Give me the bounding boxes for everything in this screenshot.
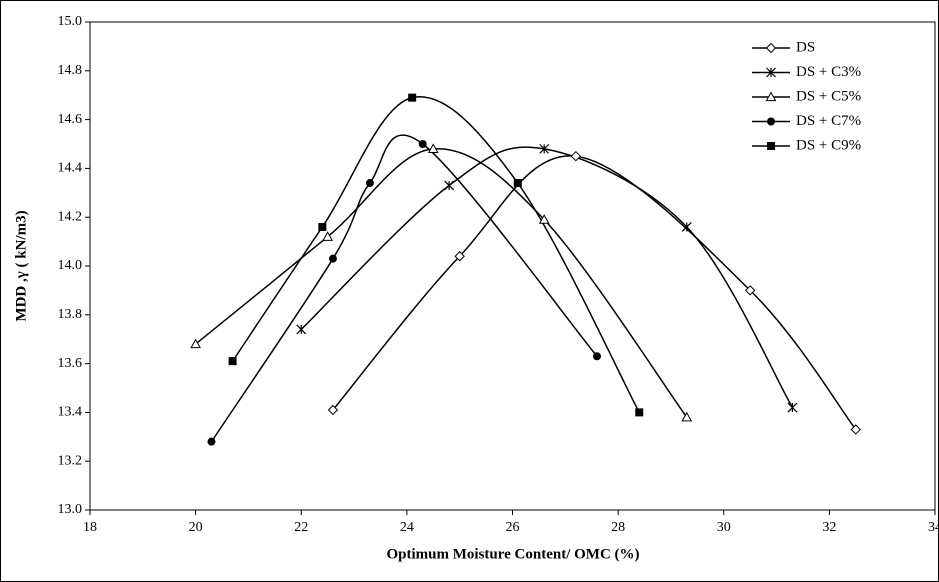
marker (365, 179, 374, 188)
marker (296, 324, 307, 335)
legend-marker (766, 67, 776, 78)
y-tick-label: 13.6 (58, 356, 83, 371)
y-tick-label: 14.8 (58, 63, 83, 78)
marker (570, 150, 582, 162)
marker (681, 411, 693, 422)
y-tick-label: 14.4 (58, 161, 83, 176)
marker (513, 179, 522, 188)
marker (635, 408, 644, 417)
x-tick-label: 30 (717, 520, 731, 535)
marker (418, 140, 427, 148)
marker (444, 180, 455, 191)
x-tick-label: 20 (189, 520, 203, 535)
marker (681, 222, 692, 232)
marker (408, 93, 417, 102)
legend-label: DS + C5% (796, 88, 861, 104)
marker (850, 424, 861, 435)
marker (318, 222, 327, 231)
marker (427, 143, 439, 153)
series-line (210, 134, 598, 443)
y-tick-label: 15.0 (58, 14, 83, 29)
x-tick-label: 32 (822, 520, 836, 535)
legend-marker (765, 42, 777, 54)
y-axis-title: MDD ,γ ( kN/m3) (13, 210, 29, 321)
legend-marker (765, 91, 777, 102)
marker (539, 143, 550, 154)
marker (454, 251, 465, 262)
marker (744, 285, 756, 296)
x-tick-label: 18 (83, 520, 97, 535)
marker (228, 357, 237, 366)
series-line (300, 146, 794, 408)
y-tick-label: 13.0 (58, 502, 83, 517)
y-tick-label: 13.2 (58, 453, 83, 468)
y-tick-label: 14.0 (58, 258, 83, 273)
legend-label: DS + C9% (796, 137, 861, 153)
y-tick-label: 14.2 (58, 209, 83, 224)
x-axis-title: Optimum Moisture Content/ OMC (%) (386, 546, 639, 562)
marker (207, 437, 216, 446)
series-line (195, 148, 688, 418)
y-tick-label: 14.6 (58, 112, 83, 127)
series-line (332, 155, 857, 430)
x-tick-label: 26 (506, 520, 520, 535)
y-tick-label: 13.8 (58, 307, 83, 322)
y-tick-label: 13.4 (58, 405, 83, 420)
marker (787, 402, 798, 413)
x-tick-label: 24 (400, 520, 414, 535)
legend-label: DS + C3% (796, 64, 861, 80)
legend-label: DS (796, 39, 815, 55)
legend-label: DS + C7% (796, 113, 861, 129)
marker (190, 338, 201, 349)
x-tick-label: 22 (294, 520, 308, 535)
legend-marker (767, 117, 775, 126)
legend-marker (767, 142, 775, 150)
marker (328, 254, 337, 263)
x-tick-label: 34 (928, 520, 939, 535)
marker (322, 231, 334, 241)
marker (593, 352, 601, 361)
x-tick-label: 28 (611, 520, 625, 535)
marker (538, 214, 550, 224)
series-line (231, 96, 640, 413)
marker (327, 404, 339, 416)
